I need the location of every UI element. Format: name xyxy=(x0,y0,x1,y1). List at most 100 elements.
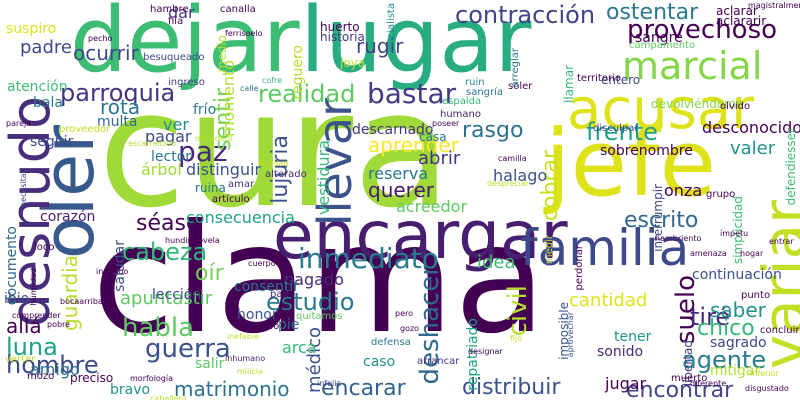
word-bocaarribado: bocaarribado xyxy=(60,297,113,306)
word-descarnado: descarnado xyxy=(352,122,434,138)
word-aprovechar: aprovechar xyxy=(566,312,575,358)
word-contraccion: contracción xyxy=(455,1,596,29)
word-rasgo: rasgo xyxy=(462,118,524,143)
word-matrimonio: matrimonio xyxy=(174,377,290,400)
word-marcial: marcial xyxy=(622,44,763,88)
word-loco: loco xyxy=(34,242,55,253)
word-pareja: pareja xyxy=(6,119,32,128)
word-frio: frío xyxy=(193,102,217,118)
word-soberbio: soberbio xyxy=(236,321,280,332)
word-paz: paz xyxy=(178,135,228,168)
word-diferente: diferente xyxy=(690,379,727,388)
word-clama: clama xyxy=(92,193,547,367)
word-huerto: huerto xyxy=(320,20,360,34)
word-escrito: escrito xyxy=(624,208,699,233)
word-cobrar: cobrar xyxy=(538,150,563,222)
word-salir: salir xyxy=(195,356,225,372)
word-pero: pero xyxy=(395,309,414,318)
word-agente: agente xyxy=(682,346,767,374)
word-oir: oír xyxy=(195,261,224,286)
word-rugir: rugir xyxy=(356,34,404,58)
word-realidad: realidad xyxy=(258,80,356,108)
word-muerto: muerto xyxy=(671,373,708,384)
word-arrancar: arrancar xyxy=(417,356,460,367)
word-poseer: poseer xyxy=(432,119,460,128)
word-vestidura: vestidura xyxy=(314,140,333,216)
word-canalla: canalla xyxy=(220,4,256,15)
word-ferrisoelo: ferrisoelo xyxy=(225,29,263,38)
word-mozo: mozo xyxy=(27,371,55,382)
word-escarnecido: escarnecido xyxy=(128,139,177,148)
word-cofre: cofre xyxy=(262,76,283,85)
word-olvido: olvido xyxy=(720,101,751,112)
word-estudio: estudio xyxy=(266,288,355,316)
word-devolviendome: devolviéndome xyxy=(651,97,744,111)
word-civil: civil xyxy=(503,285,533,337)
word-alterado: alterado xyxy=(265,169,307,180)
word-hambre: hambre xyxy=(150,4,189,15)
word-inefable: inefable xyxy=(227,332,260,341)
word-gozo: gozo xyxy=(400,324,420,333)
word-mitigar: mitigar xyxy=(710,363,761,379)
word-entrar: entrar xyxy=(769,237,794,246)
word-proveedor: proveedor xyxy=(59,124,111,135)
word-bastar: bastar xyxy=(367,77,457,110)
word-lector: lector xyxy=(151,149,192,165)
word-aclararir: aclararir xyxy=(716,14,767,28)
word-sagrado: sagrado xyxy=(710,335,767,351)
word-pagado: pagado xyxy=(284,270,344,289)
word-corazon: corazón xyxy=(40,209,96,225)
word-rota: rota xyxy=(100,95,141,119)
word-guerra: guerra xyxy=(145,334,231,364)
word-sease: séase xyxy=(136,211,200,236)
word-encontrar: encontrar xyxy=(626,378,734,400)
word-sangre: sangre xyxy=(635,30,683,46)
word-tire: tiré xyxy=(690,303,731,331)
word-cuerpo: cuerpo xyxy=(248,259,276,268)
word-ruina: ruina xyxy=(195,181,226,195)
word-ingenuo: ingenuo xyxy=(96,267,129,276)
word-socialista: socialista xyxy=(386,3,397,50)
word-provechoso: provechoso xyxy=(627,15,778,45)
word-luna: luna xyxy=(6,333,58,361)
word-valer: valer xyxy=(730,138,776,159)
word-leccion: lección xyxy=(152,287,202,303)
word-honor: honor xyxy=(237,307,278,323)
word-cura: cura xyxy=(98,56,452,243)
word-necesitar: necesitar xyxy=(19,170,28,208)
word-inmediato: inmediato xyxy=(298,242,439,275)
word-seguir: seguir xyxy=(30,134,74,150)
word-humildad: humildad xyxy=(29,268,38,306)
word-camilla: camilla xyxy=(498,154,527,163)
word-familia: familia xyxy=(520,219,690,277)
word-entero: entero xyxy=(601,73,641,87)
word-comprender: comprender xyxy=(12,311,61,320)
word-medio: medio xyxy=(215,35,229,73)
word-arbol: árbol xyxy=(141,160,182,179)
word-pie: pie xyxy=(278,317,300,333)
word-ibio: ibio xyxy=(4,291,30,307)
word-arca: arca xyxy=(282,338,317,357)
word-dejar: dejar xyxy=(70,0,300,93)
word-distinguir: distinguir xyxy=(186,160,262,179)
word-fila: fila xyxy=(168,16,184,27)
word-infeliz: infeliz xyxy=(317,379,341,388)
word-lugar: lugar xyxy=(300,0,532,93)
word-pecho: pecho xyxy=(88,34,113,43)
word-ruin: ruin xyxy=(465,77,485,88)
word-cabeza: cabeza xyxy=(122,238,208,266)
word-tener: tener xyxy=(614,329,652,345)
word-milicia: milicia xyxy=(237,367,263,376)
word-fijo: fijo xyxy=(510,334,523,343)
word-pagar: pagar xyxy=(145,127,192,146)
word-cantidad: cantidad xyxy=(569,290,648,311)
word-sobrenombre: sobrenombre xyxy=(600,143,693,159)
word-besuqueado: besuqueado xyxy=(143,52,205,63)
word-encargar: encargar xyxy=(273,197,568,274)
word-hambriento: hambriento xyxy=(655,234,702,243)
word-defendiesser: defendiesser xyxy=(784,128,798,206)
word-jefe: jefe xyxy=(545,110,717,217)
word-hundir: hundir xyxy=(165,236,191,245)
word-llamar: llamar xyxy=(562,65,576,103)
